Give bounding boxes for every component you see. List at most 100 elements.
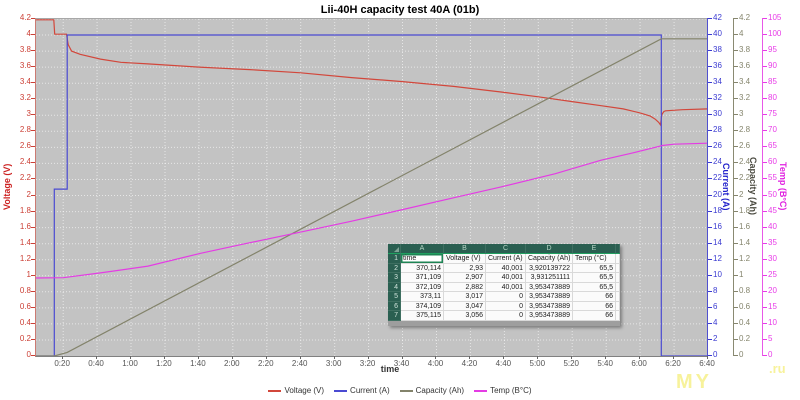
series-line-capacity <box>36 38 708 356</box>
capacity-tick-mark <box>734 178 738 180</box>
capacity-tick-mark <box>734 114 738 116</box>
x-tick-mark <box>197 356 199 359</box>
temp-tick-mark <box>763 146 767 148</box>
row-number: 3 <box>388 273 401 283</box>
voltage-tick-mark <box>31 226 35 228</box>
table-cell-partial <box>616 273 620 283</box>
temp-tick-label: 80 <box>768 93 777 103</box>
capacity-tick-label: 3.2 <box>739 93 751 103</box>
legend-item: Voltage (V) <box>268 386 324 395</box>
capacity-tick-mark <box>734 82 738 84</box>
capacity-tick-label: 2.8 <box>739 125 751 135</box>
select-all-triangle-icon <box>394 247 399 252</box>
x-tick-mark <box>435 356 437 359</box>
voltage-tick-label: 3.4 <box>19 77 31 87</box>
capacity-tick-mark <box>734 50 738 52</box>
legend-item: Capacity (Ah) <box>399 386 464 395</box>
table-cell: 370,114 <box>401 263 444 273</box>
x-tick-mark <box>707 356 708 359</box>
voltage-tick-label: 1.8 <box>19 205 31 215</box>
series-line-current <box>36 34 708 356</box>
table-cell: Capacity (Ah) <box>526 254 573 264</box>
current-tick-label: 24 <box>713 157 722 167</box>
capacity-tick-label: 0.8 <box>739 285 751 295</box>
current-tick-label: 22 <box>713 173 722 183</box>
voltage-tick-label: 1.2 <box>19 253 31 263</box>
voltage-tick-mark <box>31 114 35 116</box>
capacity-tick-label: 1.8 <box>739 205 751 215</box>
capacity-tick-label: 2 <box>739 189 744 199</box>
voltage-tick-mark <box>31 146 35 148</box>
current-tick-label: 14 <box>713 237 722 247</box>
voltage-tick-label: 2.6 <box>19 141 31 151</box>
temp-tick-mark <box>763 162 767 164</box>
legend-swatch <box>474 389 488 392</box>
column-header-C: C <box>486 244 526 254</box>
temp-tick-label: 5 <box>768 333 773 343</box>
capacity-tick-mark <box>734 274 738 276</box>
temp-tick-label: 95 <box>768 45 777 55</box>
temp-tick-label: 20 <box>768 285 777 295</box>
table-cell: 66 <box>573 292 616 302</box>
temp-tick-label: 90 <box>768 61 777 71</box>
table-cell: 65,5 <box>573 282 616 292</box>
x-tick-label: 4:00 <box>427 359 444 368</box>
current-tick-mark <box>708 130 712 132</box>
temp-tick-label: 70 <box>768 125 777 135</box>
capacity-tick-label: 2.6 <box>739 141 751 151</box>
temp-tick-label: 0 <box>768 350 773 359</box>
temp-tick-mark <box>763 242 767 244</box>
temp-tick-label: 85 <box>768 77 777 87</box>
current-axis-line <box>707 18 708 356</box>
x-tick-mark <box>130 356 132 359</box>
temp-tick-mark <box>763 18 767 19</box>
table-cell: 40,001 <box>486 263 526 273</box>
temp-tick-label: 45 <box>768 205 777 215</box>
x-tick-label: 3:20 <box>359 359 376 368</box>
temp-tick-mark <box>763 306 767 308</box>
table-cell-partial <box>616 292 620 302</box>
capacity-tick-mark <box>734 355 738 356</box>
current-tick-label: 0 <box>713 350 718 359</box>
current-tick-label: 8 <box>713 285 718 295</box>
current-tick-mark <box>708 82 712 84</box>
temp-tick-label: 15 <box>768 301 777 311</box>
temp-tick-label: 105 <box>768 13 782 22</box>
capacity-tick-label: 2.4 <box>739 157 751 167</box>
voltage-tick-label: 0.2 <box>19 333 31 343</box>
x-tick-label: 2:40 <box>291 359 308 368</box>
table-cell: 3,056 <box>444 311 486 321</box>
capacity-tick-mark <box>734 290 738 292</box>
voltage-tick-mark <box>31 210 35 212</box>
table-cell: Temp (°C) <box>573 254 616 264</box>
row-number: 5 <box>388 292 401 302</box>
table-bottom-edge <box>388 320 620 326</box>
table-cell: 2,882 <box>444 282 486 292</box>
voltage-tick-mark <box>31 18 35 19</box>
capacity-tick-mark <box>734 66 738 68</box>
capacity-tick-mark <box>734 242 738 244</box>
current-tick-mark <box>708 226 712 228</box>
current-tick-label: 32 <box>713 93 722 103</box>
temp-tick-label: 35 <box>768 237 777 247</box>
current-tick-mark <box>708 66 712 68</box>
capacity-tick-label: 3.4 <box>739 77 751 87</box>
plot-area <box>35 18 708 357</box>
voltage-tick-label: 0.8 <box>19 285 31 295</box>
column-header-A: A <box>401 244 444 254</box>
voltage-tick-mark <box>31 194 35 196</box>
y-axis-label-capacity: Capacity (Ah) <box>748 157 758 216</box>
capacity-tick-mark <box>734 338 738 340</box>
current-tick-label: 38 <box>713 45 722 55</box>
table-cell: 374,109 <box>401 301 444 311</box>
temp-tick-mark <box>763 226 767 228</box>
x-tick-mark <box>333 356 335 359</box>
capacity-tick-label: 0.6 <box>739 301 751 311</box>
table-cell: 3,953473889 <box>526 282 573 292</box>
column-header-E: E <box>573 244 616 254</box>
capacity-tick-label: 1.6 <box>739 221 751 231</box>
current-tick-mark <box>708 290 712 292</box>
x-tick-mark <box>96 356 98 359</box>
capacity-tick-label: 3.8 <box>739 45 751 55</box>
capacity-tick-label: 4 <box>739 29 744 39</box>
